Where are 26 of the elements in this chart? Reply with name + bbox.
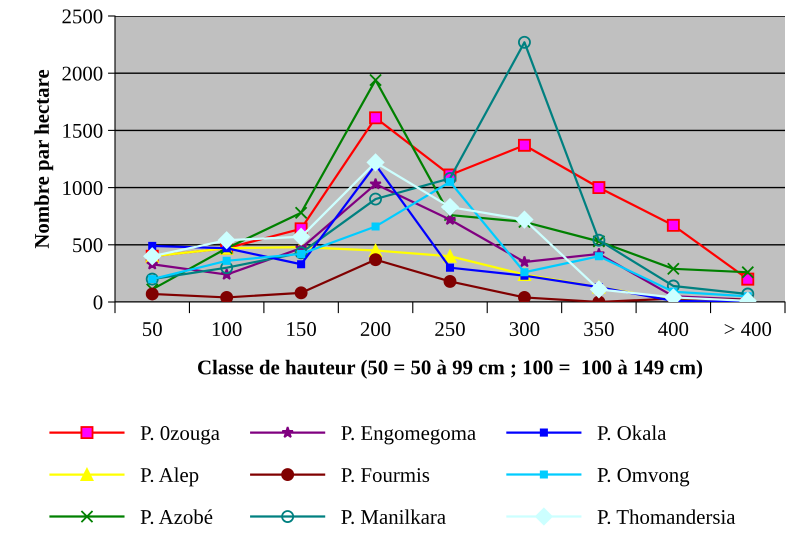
- x-tick-label: 400: [658, 322, 688, 336]
- legend-label: P. Okala: [598, 425, 666, 440]
- x-tick-label: 50: [143, 322, 162, 336]
- y-tick-label: 1000: [63, 180, 102, 196]
- x-tick-label: 300: [510, 322, 540, 336]
- legend-label: P. Omvong: [598, 468, 690, 486]
- y-axis-title: Nombre par hectare: [34, 70, 54, 248]
- y-tick-label: 0: [94, 295, 102, 310]
- legend-label: P. Alep: [140, 467, 198, 486]
- legend-label: P. Manilkara: [341, 509, 446, 524]
- x-tick-label: 350: [584, 322, 614, 336]
- x-tick-label: 150: [287, 322, 316, 336]
- x-tick-label: > 400: [724, 322, 772, 336]
- legend-label: P. Engomegoma: [341, 426, 476, 444]
- y-tick-label: 2000: [62, 66, 102, 81]
- x-tick-label: 250: [435, 322, 465, 336]
- legend-label: P. 0zouga: [140, 426, 220, 444]
- y-tick-label: 2500: [62, 9, 102, 24]
- x-tick-label: 100: [212, 322, 242, 336]
- x-tick-label: 200: [360, 322, 390, 336]
- y-tick-label: 500: [73, 238, 102, 252]
- legend-label: P. Fourmis: [341, 468, 430, 482]
- x-axis-title: Classe de hauteur (50 = 50 à 99 cm ; 100 = 100 à 149 cm): [198, 360, 702, 379]
- legend-label: P. Azobé: [140, 509, 212, 524]
- legend-label: P. Thomandersia: [598, 509, 736, 524]
- y-tick-label: 1500: [63, 124, 102, 138]
